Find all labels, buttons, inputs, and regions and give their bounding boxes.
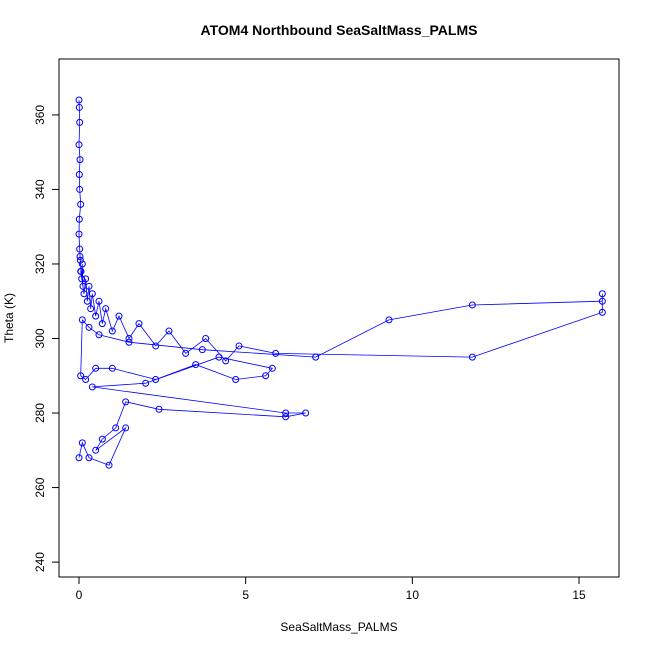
data-point — [182, 349, 190, 357]
data-point — [88, 383, 96, 391]
data-point — [92, 446, 100, 454]
data-point — [76, 118, 84, 126]
data-point — [82, 275, 90, 283]
data-point — [122, 398, 130, 406]
data-point — [202, 334, 210, 342]
data-point — [198, 346, 206, 354]
data-point — [78, 275, 86, 283]
data-point — [152, 342, 160, 350]
series-layer — [75, 96, 606, 469]
data-point — [268, 364, 276, 372]
x-tick-label: 15 — [572, 588, 586, 602]
data-point — [468, 353, 476, 361]
data-point — [95, 297, 103, 305]
data-point — [155, 405, 163, 413]
plot-frame — [58, 58, 620, 578]
data-point — [125, 338, 133, 346]
data-point — [82, 375, 90, 383]
data-point — [98, 320, 106, 328]
data-point — [108, 327, 116, 335]
data-point — [115, 312, 123, 320]
data-point — [80, 290, 88, 298]
data-point — [75, 141, 83, 149]
data-point — [598, 290, 606, 298]
x-axis: 0 5 10 15 — [76, 576, 586, 602]
x-tick-label: 5 — [242, 588, 249, 602]
y-tick-label: 260 — [33, 477, 47, 497]
data-point — [385, 316, 393, 324]
data-point — [282, 413, 290, 421]
data-point — [76, 156, 84, 164]
data-point — [125, 334, 133, 342]
y-tick-label: 320 — [33, 254, 47, 274]
y-tick-label: 360 — [33, 105, 47, 125]
data-point — [135, 320, 143, 328]
data-point — [78, 260, 86, 268]
chart-title: ATOM4 Northbound SeaSaltMass_PALMS — [201, 22, 478, 38]
data-point — [92, 312, 100, 320]
data-point — [142, 379, 150, 387]
data-point — [85, 282, 93, 290]
data-point — [88, 290, 96, 298]
data-point — [598, 297, 606, 305]
data-point — [312, 353, 320, 361]
y-axis-label: Theta (K) — [2, 293, 16, 343]
data-point — [75, 103, 83, 111]
data-point — [222, 357, 230, 365]
data-point — [76, 253, 84, 261]
x-axis-label: SeaSaltMass_PALMS — [280, 620, 397, 634]
data-point — [75, 171, 83, 179]
data-point — [77, 267, 85, 275]
data-point — [598, 308, 606, 316]
data-point — [302, 409, 310, 417]
data-point — [85, 454, 93, 462]
y-tick-label: 340 — [33, 179, 47, 199]
y-tick-label: 300 — [33, 328, 47, 348]
data-point — [77, 372, 85, 380]
data-point — [77, 200, 85, 208]
x-tick-label: 0 — [76, 588, 83, 602]
data-point — [112, 424, 120, 432]
y-axis: 240 260 280 300 320 340 360 — [33, 105, 60, 572]
y-tick-label: 240 — [33, 552, 47, 572]
data-point — [83, 297, 91, 305]
data-point — [272, 349, 280, 357]
data-point — [108, 364, 116, 372]
data-point — [75, 96, 83, 104]
data-point — [165, 327, 173, 335]
data-point — [98, 435, 106, 443]
data-point — [232, 375, 240, 383]
data-point — [102, 305, 110, 313]
data-point — [76, 245, 84, 253]
data-point — [76, 185, 84, 193]
data-point — [262, 372, 270, 380]
x-tick-label: 10 — [406, 588, 420, 602]
y-tick-label: 280 — [33, 403, 47, 423]
data-point — [468, 301, 476, 309]
data-point — [192, 361, 200, 369]
data-point — [76, 256, 84, 264]
data-point — [105, 461, 113, 469]
data-point — [215, 353, 223, 361]
data-point — [85, 323, 93, 331]
data-point — [152, 375, 160, 383]
data-point — [75, 230, 83, 238]
data-point — [78, 439, 86, 447]
data-point — [78, 316, 86, 324]
data-point — [95, 331, 103, 339]
data-point — [282, 409, 290, 417]
data-point — [122, 424, 130, 432]
data-point — [75, 454, 83, 462]
data-point — [75, 215, 83, 223]
data-point — [92, 364, 100, 372]
series-line — [78, 99, 603, 466]
data-point — [235, 342, 243, 350]
data-point — [87, 305, 95, 313]
